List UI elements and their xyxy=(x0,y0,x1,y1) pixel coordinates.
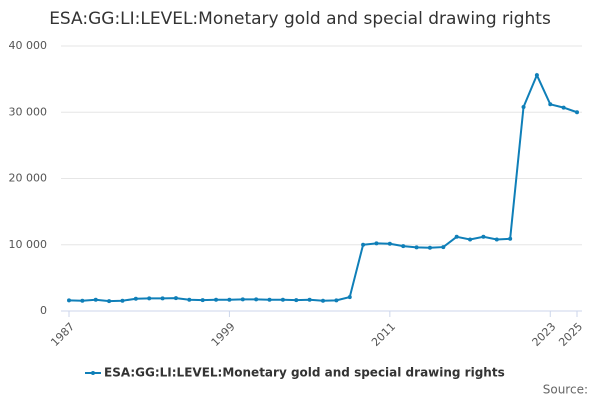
point xyxy=(374,241,379,246)
chart-title: ESA:GG:LI:LEVEL:Monetary gold and specia… xyxy=(49,9,551,29)
point xyxy=(508,236,513,241)
point xyxy=(280,297,285,302)
x-tick-label: 2023 xyxy=(530,320,559,349)
point xyxy=(294,298,299,303)
x-tick-label: 2025 xyxy=(556,320,585,349)
point xyxy=(160,296,165,301)
x-tick-label: 2011 xyxy=(369,320,398,349)
point xyxy=(548,102,553,107)
y-tick-label: 30 000 xyxy=(9,105,48,118)
y-tick-label: 40 000 xyxy=(9,39,48,52)
point xyxy=(321,298,325,303)
point xyxy=(133,296,138,301)
point xyxy=(200,298,205,303)
point xyxy=(67,298,71,303)
point xyxy=(481,234,486,239)
series-line xyxy=(68,72,578,303)
point xyxy=(454,234,459,239)
point xyxy=(173,296,178,301)
y-tick-label: 10 000 xyxy=(9,238,48,251)
point xyxy=(227,297,232,302)
point xyxy=(240,297,245,302)
point xyxy=(254,297,259,302)
point xyxy=(307,297,312,302)
point xyxy=(521,104,526,109)
point xyxy=(561,105,566,110)
point xyxy=(334,298,339,303)
point xyxy=(214,297,219,302)
point xyxy=(494,237,499,242)
source: Source: xyxy=(543,383,588,397)
point xyxy=(575,110,579,115)
point xyxy=(93,297,98,302)
point xyxy=(414,245,419,250)
point xyxy=(80,298,85,303)
point xyxy=(427,245,432,250)
x-tick-label: 1999 xyxy=(209,320,238,349)
point xyxy=(267,297,272,302)
point xyxy=(347,295,352,300)
point xyxy=(534,73,539,78)
legend-label: ESA:GG:LI:LEVEL:Monetary gold and specia… xyxy=(104,366,505,380)
point xyxy=(187,297,192,302)
point xyxy=(147,296,152,301)
point xyxy=(387,241,392,246)
legend-marker xyxy=(91,371,95,375)
point xyxy=(107,299,112,304)
point xyxy=(441,245,446,250)
y-tick-label: 0 xyxy=(40,304,47,317)
point xyxy=(468,237,473,242)
point xyxy=(361,242,366,247)
point xyxy=(120,298,125,303)
y-tick-label: 20 000 xyxy=(9,172,48,185)
point xyxy=(401,244,406,249)
x-tick-label: 1987 xyxy=(48,320,77,349)
